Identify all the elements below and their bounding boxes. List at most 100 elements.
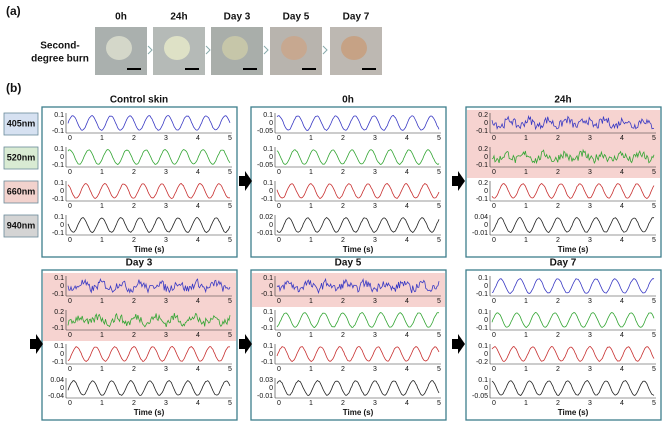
x-tick-label: 3 xyxy=(164,237,168,244)
y-tick-label: 0 xyxy=(60,283,64,290)
y-tick-label: 0 xyxy=(269,351,273,358)
x-tick-label: 2 xyxy=(556,366,560,373)
y-tick-label: 0.02 xyxy=(259,214,273,221)
y-tick-label: -0.1 xyxy=(261,196,273,203)
y-tick-label: 0.1 xyxy=(263,180,273,187)
x-tick-label: 2 xyxy=(341,237,345,244)
x-tick-label: 3 xyxy=(588,298,592,305)
y-tick-label: 0.1 xyxy=(263,112,273,119)
x-tick-label: 4 xyxy=(405,366,409,373)
y-tick-label: 0.1 xyxy=(54,275,64,282)
x-tick-label: 5 xyxy=(437,135,441,142)
x-tick-label: 4 xyxy=(405,135,409,142)
x-tick-label: 5 xyxy=(228,135,232,142)
y-tick-label: 0 xyxy=(60,154,64,161)
y-tick-label: -0.1 xyxy=(261,359,273,366)
y-tick-label: 0.1 xyxy=(54,180,64,187)
x-tick-label: 3 xyxy=(588,203,592,210)
x-tick-label: 4 xyxy=(196,203,200,210)
y-tick-label: -0.1 xyxy=(476,196,488,203)
x-tick-label: 0 xyxy=(68,366,72,373)
y-tick-label: 0 xyxy=(60,385,64,392)
y-tick-label: 0 xyxy=(484,351,488,358)
wavelength-box xyxy=(3,146,39,170)
x-tick-label: 5 xyxy=(652,366,656,373)
y-tick-label: -0.1 xyxy=(52,325,64,332)
x-tick-label: 5 xyxy=(228,169,232,176)
y-tick-label: 0.1 xyxy=(478,377,488,384)
time-label: Day 3 xyxy=(224,12,251,23)
y-tick-label: 0 xyxy=(484,120,488,127)
x-tick-label: 1 xyxy=(100,298,104,305)
plot-box xyxy=(465,106,662,258)
y-tick-label: -0.1 xyxy=(52,359,64,366)
y-tick-label: 0.1 xyxy=(478,275,488,282)
y-tick-label: -0.1 xyxy=(261,325,273,332)
y-tick-label: -0.1 xyxy=(52,230,64,237)
x-tick-label: 0 xyxy=(68,237,72,244)
x-axis-label: Time (s) xyxy=(134,245,165,254)
y-tick-label: 0.1 xyxy=(54,112,64,119)
signal-trace xyxy=(67,312,231,328)
signal-trace xyxy=(491,380,655,396)
x-tick-label: 2 xyxy=(132,237,136,244)
plot-title: Day 5 xyxy=(335,258,362,269)
signal-trace xyxy=(491,114,655,131)
x-tick-label: 4 xyxy=(620,298,624,305)
x-tick-label: 1 xyxy=(524,203,528,210)
x-tick-label: 2 xyxy=(341,400,345,407)
x-tick-label: 2 xyxy=(341,298,345,305)
x-tick-label: 2 xyxy=(341,332,345,339)
x-tick-label: 3 xyxy=(164,169,168,176)
plot-title: 24h xyxy=(554,95,571,106)
y-tick-label: -0.1 xyxy=(476,162,488,169)
x-tick-label: 4 xyxy=(620,135,624,142)
x-tick-label: 1 xyxy=(309,169,313,176)
x-tick-label: 5 xyxy=(228,298,232,305)
x-tick-label: 4 xyxy=(196,237,200,244)
x-tick-label: 2 xyxy=(341,135,345,142)
signal-trace xyxy=(276,277,440,295)
wavelength-label: 660nm xyxy=(7,186,36,196)
y-tick-label: 0 xyxy=(60,317,64,324)
signal-trace xyxy=(67,380,231,396)
y-tick-label: 0 xyxy=(269,120,273,127)
highlight xyxy=(252,273,445,307)
x-tick-label: 2 xyxy=(132,366,136,373)
y-tick-label: -0.05 xyxy=(257,128,273,135)
x-tick-label: 1 xyxy=(524,135,528,142)
signal-trace xyxy=(67,183,231,199)
highlight xyxy=(43,273,236,307)
x-tick-label: 0 xyxy=(492,366,496,373)
y-tick-label: -0.05 xyxy=(257,162,273,169)
x-tick-label: 5 xyxy=(652,169,656,176)
x-tick-label: 0 xyxy=(492,332,496,339)
signal-trace xyxy=(491,217,655,233)
x-tick-label: 2 xyxy=(132,332,136,339)
x-tick-label: 3 xyxy=(588,237,592,244)
panel-label: (a) xyxy=(6,4,21,18)
x-tick-label: 0 xyxy=(68,203,72,210)
x-tick-label: 1 xyxy=(309,400,313,407)
y-tick-label: 0.1 xyxy=(263,275,273,282)
x-tick-label: 2 xyxy=(556,298,560,305)
plot-box xyxy=(465,269,662,421)
y-tick-label: -0.1 xyxy=(261,291,273,298)
y-tick-label: 0 xyxy=(269,222,273,229)
x-tick-label: 2 xyxy=(556,237,560,244)
x-tick-label: 0 xyxy=(68,332,72,339)
signal-trace xyxy=(67,217,231,234)
burn-wound xyxy=(281,36,307,60)
signal-trace xyxy=(67,115,231,131)
x-tick-label: 3 xyxy=(373,400,377,407)
y-tick-label: 0.1 xyxy=(263,309,273,316)
x-tick-label: 3 xyxy=(588,169,592,176)
y-tick-label: 0.03 xyxy=(259,377,273,384)
x-tick-label: 2 xyxy=(556,400,560,407)
y-tick-label: 0 xyxy=(60,120,64,127)
x-tick-label: 3 xyxy=(373,135,377,142)
x-tick-label: 4 xyxy=(620,400,624,407)
x-tick-label: 0 xyxy=(277,203,281,210)
x-tick-label: 0 xyxy=(277,237,281,244)
